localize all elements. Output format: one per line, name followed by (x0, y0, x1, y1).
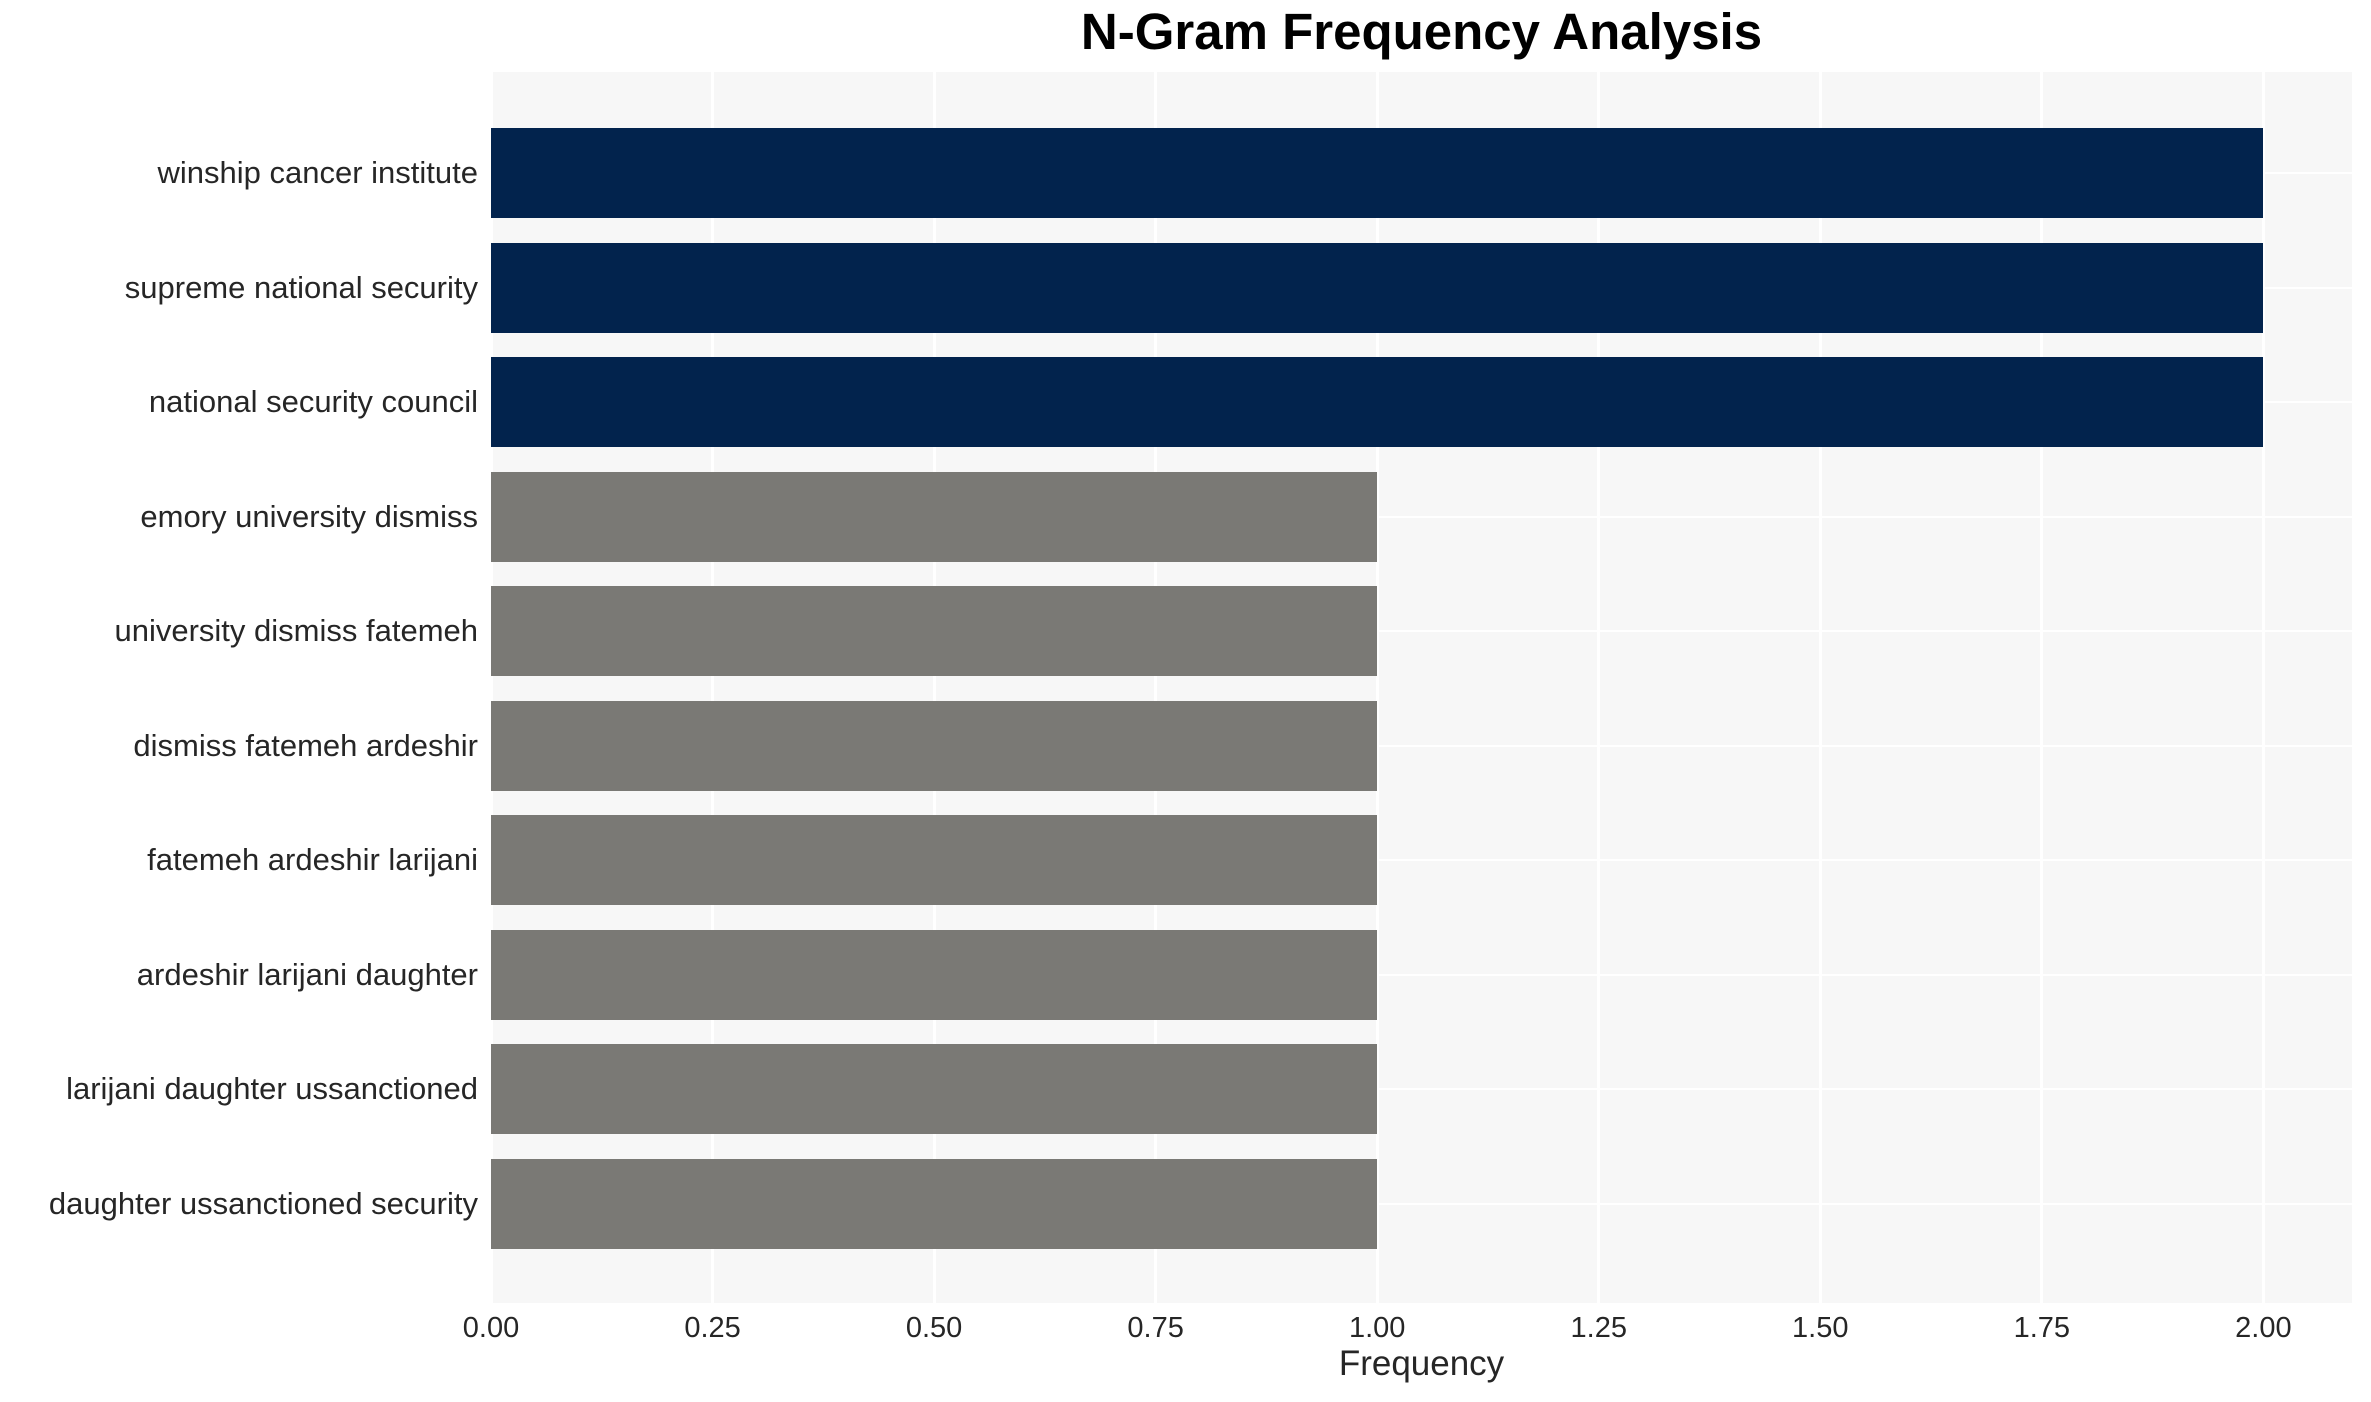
y-tick-label: larijani daughter ussanctioned (66, 1071, 478, 1107)
bar-daughter-ussanctioned-security (491, 1158, 1378, 1249)
y-tick-label: university dismiss fatemeh (114, 613, 478, 649)
bar-university-dismiss-fatemeh (491, 586, 1378, 677)
x-tick-label: 2.00 (2235, 1312, 2292, 1344)
y-gridline (491, 973, 2352, 976)
x-gridline (711, 72, 715, 1303)
bar-supreme-national-security (491, 242, 2264, 333)
x-gridline (1375, 72, 1379, 1303)
y-tick-label: emory university dismiss (140, 498, 478, 534)
y-tick-label: supreme national security (124, 269, 478, 305)
y-gridline (491, 1202, 2352, 1205)
chart-title: N-Gram Frequency Analysis (1080, 3, 1763, 60)
x-gridline (1818, 72, 1822, 1303)
y-tick-label: daughter ussanctioned security (48, 1185, 478, 1221)
x-gridline (1154, 72, 1158, 1303)
bar-dismiss-fatemeh-ardeshir (491, 700, 1378, 791)
x-tick-label: 0.75 (1127, 1312, 1184, 1344)
x-gridline (491, 72, 493, 1303)
x-tick-label: 0.25 (684, 1312, 741, 1344)
x-gridline (1597, 72, 1601, 1303)
x-axis-label: Frequency (1338, 1344, 1505, 1383)
y-gridline (491, 630, 2352, 633)
plot-area (491, 72, 2352, 1303)
y-gridline (491, 859, 2352, 862)
y-tick-label: dismiss fatemeh ardeshir (133, 727, 478, 763)
bar-ardeshir-larijani-daughter (491, 929, 1378, 1020)
x-tick-label: 1.75 (2013, 1312, 2071, 1344)
y-gridline (491, 1088, 2352, 1091)
x-tick-label: 0.50 (905, 1312, 963, 1344)
y-tick-label: winship cancer institute (157, 155, 479, 190)
x-gridline (2261, 72, 2265, 1303)
y-tick-label: national security council (148, 384, 478, 420)
x-tick-label: 0.00 (462, 1312, 520, 1344)
y-gridline (491, 744, 2352, 747)
y-tick-label: fatemeh ardeshir larijani (147, 842, 478, 878)
x-tick-label: 1.50 (1792, 1312, 1849, 1344)
bar-winship-cancer-institute (491, 128, 2264, 218)
bar-national-security-council (491, 357, 2264, 448)
bar-emory-university-dismiss (491, 471, 1378, 562)
y-gridline (491, 515, 2352, 518)
y-tick-label: ardeshir larijani daughter (136, 956, 478, 992)
x-gridline (932, 72, 936, 1303)
x-gridline (2040, 72, 2044, 1303)
x-tick-label: 1.00 (1348, 1312, 1406, 1344)
x-tick-label: 1.25 (1570, 1312, 1627, 1344)
bar-larijani-daughter-ussanctioned (491, 1044, 1378, 1135)
bar-fatemeh-ardeshir-larijani (491, 815, 1378, 906)
